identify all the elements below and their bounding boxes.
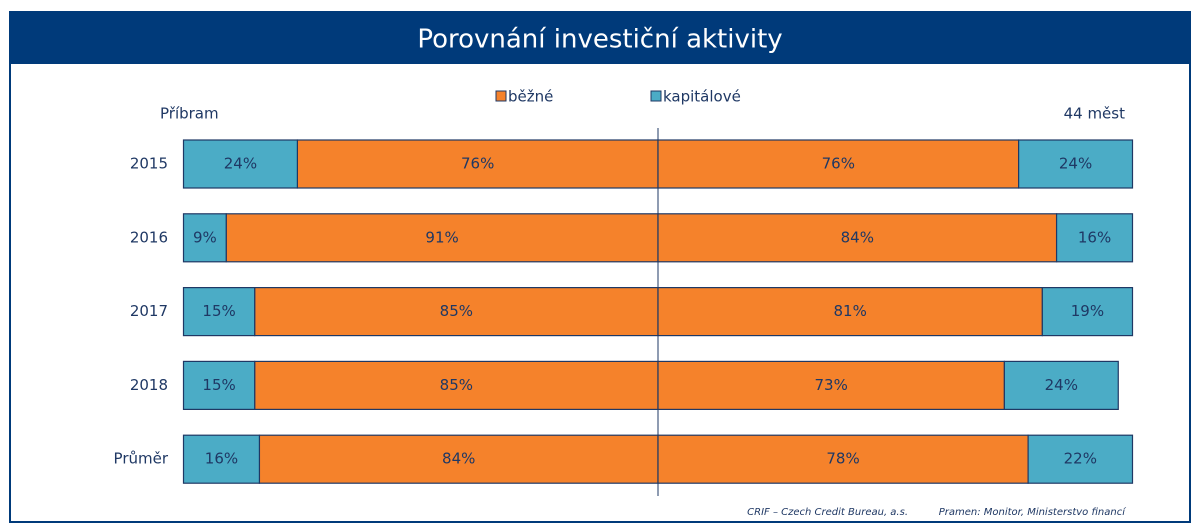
- title-bar: [10, 12, 1190, 64]
- value-label: 85%: [440, 376, 473, 394]
- bar: [657, 360, 1005, 410]
- category-label: Průměr: [114, 450, 169, 468]
- bar: [182, 139, 298, 189]
- category-label: 2016: [130, 228, 168, 246]
- chart-title: Porovnání investiční aktivity: [417, 25, 782, 55]
- value-label: 84%: [841, 228, 874, 246]
- legend-swatch: [495, 90, 507, 102]
- bar: [1018, 139, 1134, 189]
- value-label: 76%: [822, 155, 855, 173]
- legend-label: běžné: [508, 88, 553, 106]
- bar: [1027, 434, 1134, 484]
- bar: [182, 287, 256, 337]
- bar: [225, 213, 659, 263]
- panel-label: 44 měst: [1064, 105, 1126, 123]
- value-label: 24%: [224, 155, 257, 173]
- category-label: 2017: [130, 302, 168, 320]
- bar: [1055, 213, 1134, 263]
- bar: [1003, 360, 1119, 410]
- value-label: 16%: [205, 450, 238, 468]
- category-label: 2015: [130, 155, 168, 173]
- panel-label: Příbram: [160, 105, 219, 123]
- value-label: 85%: [440, 302, 473, 320]
- bar: [254, 360, 659, 410]
- value-label: 15%: [202, 302, 235, 320]
- bar: [254, 287, 659, 337]
- note: CRIF – Czech Credit Bureau, a.s.: [747, 507, 908, 518]
- value-label: 15%: [202, 376, 235, 394]
- bar: [657, 287, 1043, 337]
- value-label: 19%: [1071, 302, 1104, 320]
- value-label: 22%: [1064, 450, 1097, 468]
- bar: [182, 434, 261, 484]
- bar: [1041, 287, 1134, 337]
- value-label: 9%: [193, 228, 217, 246]
- bar: [657, 139, 1020, 189]
- bar: [296, 139, 659, 189]
- note: Pramen: Monitor, Ministerstvo financí: [939, 506, 1127, 518]
- value-label: 78%: [826, 450, 859, 468]
- legend-label: kapitálové: [663, 88, 741, 106]
- value-label: 76%: [461, 155, 494, 173]
- bar: [182, 213, 227, 263]
- value-label: 84%: [442, 450, 475, 468]
- value-label: 24%: [1045, 376, 1078, 394]
- value-label: 81%: [834, 302, 867, 320]
- legend-swatch: [650, 90, 662, 102]
- value-label: 24%: [1059, 155, 1092, 173]
- value-label: 16%: [1078, 228, 1111, 246]
- bar: [182, 360, 256, 410]
- value-label: 91%: [425, 228, 458, 246]
- bar: [657, 434, 1029, 484]
- category-label: 2018: [130, 376, 168, 394]
- value-label: 73%: [815, 376, 848, 394]
- bar: [258, 434, 659, 484]
